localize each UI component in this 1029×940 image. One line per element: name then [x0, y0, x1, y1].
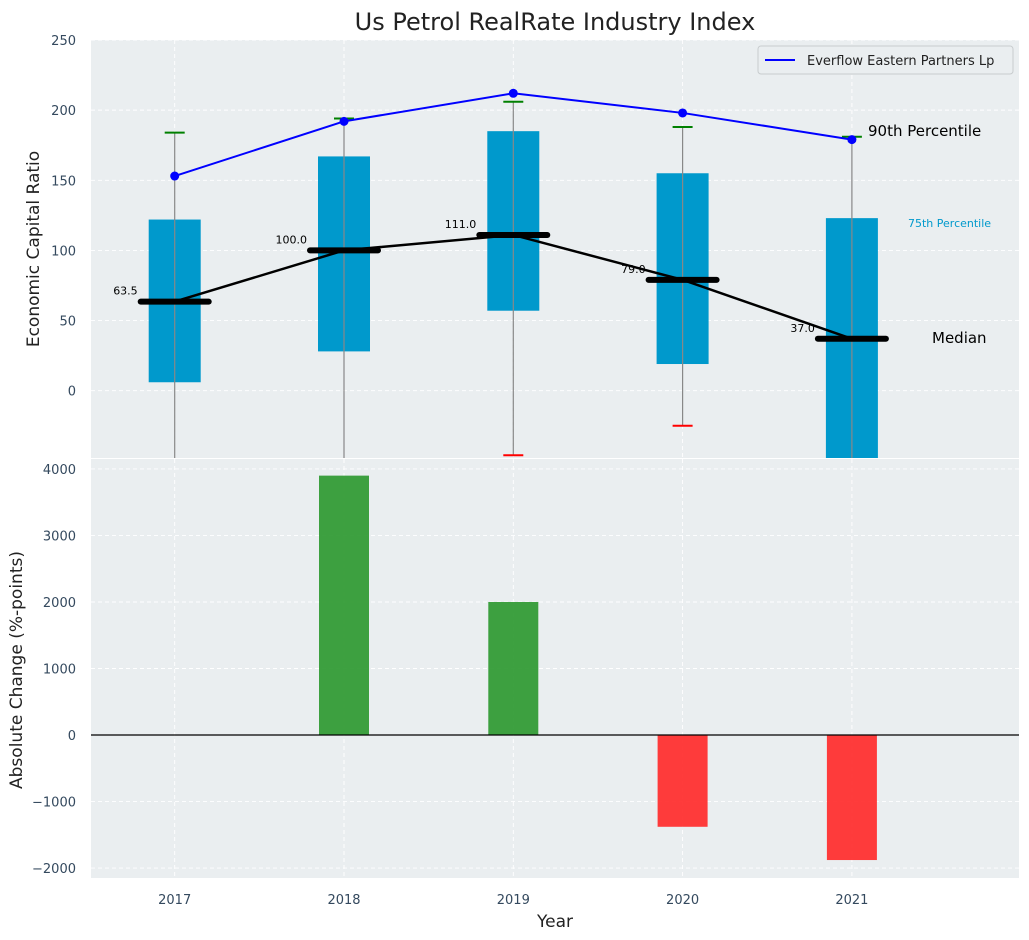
change-bar: [657, 735, 708, 827]
x-tick-label: 2018: [327, 893, 360, 908]
company-series-point: [170, 171, 180, 181]
y-tick-label: 1000: [43, 663, 76, 678]
x-tick-labels: 2017 2018 2019 2020 2021: [158, 893, 868, 908]
company-series-point: [508, 88, 518, 98]
y-tick-label: 4000: [43, 463, 76, 478]
change-bar-y-label: Absolute Change (%-points): [7, 551, 27, 789]
legend-frame: [757, 45, 1014, 75]
y-tick-label: 100: [51, 244, 76, 259]
box-plot-marks: 63.5 100.0 111.0 79.0 37.0: [113, 88, 889, 458]
y-tick-label: −2000: [32, 862, 76, 877]
y-tick-label: 200: [51, 104, 76, 119]
change-bar-panel: −2000 −1000 0 1000 2000 3000 4000 2017 2018 2019…: [7, 459, 1019, 932]
p90-annotation: 90th Percentile: [868, 122, 981, 140]
x-tick-label: 2019: [497, 893, 530, 908]
y-tick-label: 0: [68, 385, 76, 400]
change-bar-marks: [91, 475, 1019, 861]
median-value-label: 37.0: [790, 322, 815, 335]
y-tick-label: 0: [68, 729, 76, 744]
chart-title: Us Petrol RealRate Industry Index: [355, 8, 756, 36]
box-plot-background: [91, 40, 1019, 458]
y-tick-label: 3000: [43, 529, 76, 544]
change-bar: [826, 735, 877, 861]
x-axis-label: Year: [536, 912, 573, 932]
y-tick-label: −1000: [32, 796, 76, 811]
change-bar: [319, 475, 369, 736]
change-bar-y-ticks: −2000 −1000 0 1000 2000 3000 4000: [32, 463, 76, 877]
box-plot-y-label: Economic Capital Ratio: [24, 151, 44, 347]
y-tick-label: 150: [51, 174, 76, 189]
legend-label: Everflow Eastern Partners Lp: [807, 54, 994, 69]
company-series-point: [339, 116, 349, 126]
box-plot-panel: 0 50 100 150 200 250 63.5 100.0 111.0 79.0 37.0 E…: [24, 34, 1019, 458]
company-series-point: [847, 135, 857, 145]
x-tick-label: 2021: [835, 893, 868, 908]
median-annotation: Median: [932, 329, 987, 347]
y-tick-label: 2000: [43, 596, 76, 611]
y-tick-label: 250: [51, 34, 76, 49]
y-tick-label: 50: [59, 315, 76, 330]
legend: Everflow Eastern Partners Lp: [757, 45, 1014, 75]
median-value-label: 111.0: [445, 218, 477, 231]
x-tick-label: 2020: [666, 893, 699, 908]
box-plot-y-ticks: 0 50 100 150 200 250: [51, 34, 76, 400]
median-value-label: 100.0: [276, 233, 308, 246]
company-series-point: [678, 108, 688, 118]
x-tick-label: 2017: [158, 893, 191, 908]
median-value-label: 63.5: [113, 285, 138, 298]
p75-annotation: 75th Percentile: [908, 217, 991, 230]
median-value-label: 79.0: [621, 263, 646, 276]
change-bar: [488, 601, 539, 736]
